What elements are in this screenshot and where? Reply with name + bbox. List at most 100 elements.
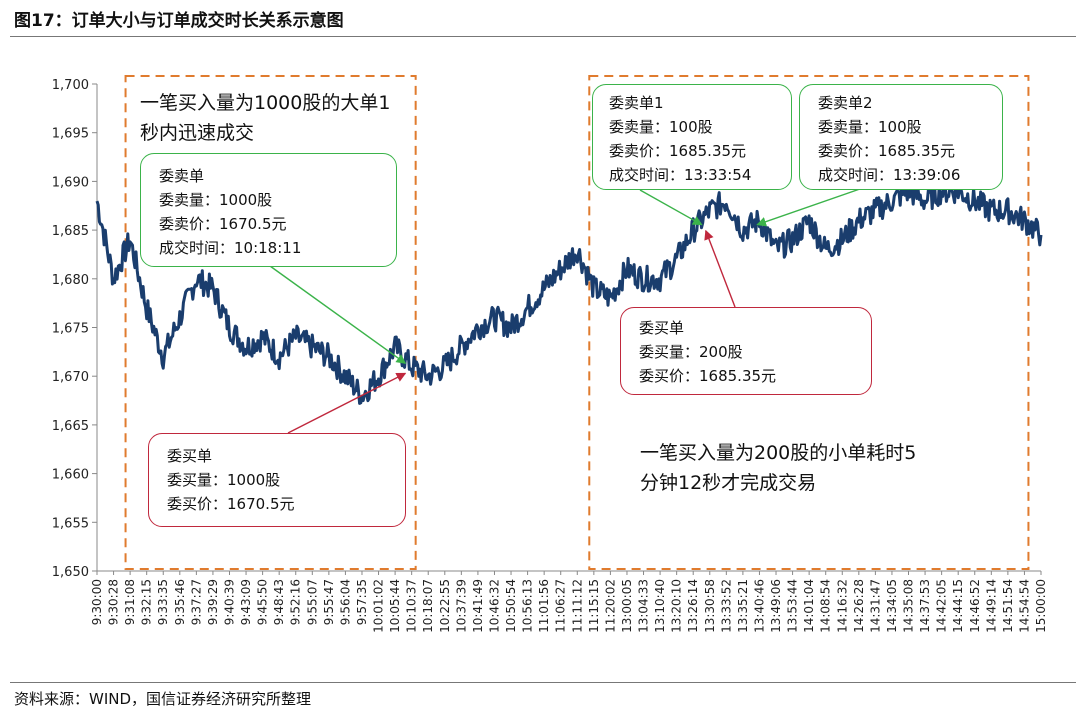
x-tick-label: 14:08:54 <box>819 579 833 633</box>
callout-sell-order-title: 委卖单 <box>159 167 205 185</box>
callout-sell-order-1: 委卖单1 委卖量：100股 委卖价：1685.35元 成交时间：13:33:54 <box>592 84 792 190</box>
callout-sell-order: 委卖单 委卖量：1000股 委卖价：1670.5元 成交时间：10:18:11 <box>140 153 397 267</box>
callout-sell-order-1-price: 委卖价：1685.35元 <box>609 142 747 160</box>
callout-sell-order-1-title: 委卖单1 <box>609 94 664 112</box>
callout-sell-order-price: 委卖价：1670.5元 <box>159 215 287 233</box>
x-tick-label: 9:37:27 <box>189 579 203 625</box>
x-tick-label: 13:30:58 <box>703 579 717 633</box>
arrow-buy-order-small <box>704 229 736 308</box>
callout-sell-order-qty: 委卖量：1000股 <box>159 191 273 209</box>
callout-sell-order-time: 成交时间：10:18:11 <box>159 239 302 257</box>
x-tick-label: 9:57:35 <box>355 579 369 625</box>
x-tick-label: 13:04:33 <box>637 579 651 633</box>
x-tick-label: 10:56:13 <box>521 579 535 633</box>
callout-buy-order-small: 委买单 委买量：200股 委买价：1685.35元 <box>620 307 872 395</box>
note-small-order-line-2: 分钟12秒才完成交易 <box>640 472 817 494</box>
bottom-divider <box>10 682 1076 683</box>
callout-sell-order-1-qty: 委卖量：100股 <box>609 118 713 136</box>
x-tick-label: 14:42:05 <box>935 579 949 633</box>
x-tick-label: 10:10:37 <box>405 579 419 633</box>
y-tick-label: 1,650 <box>52 565 89 580</box>
y-tick-label: 1,675 <box>52 322 89 337</box>
series-layer <box>95 178 1043 405</box>
price-series-line <box>95 178 1043 405</box>
x-tick-label: 10:41:49 <box>471 579 485 633</box>
top-divider <box>10 36 1076 37</box>
x-tick-label: 11:20:02 <box>603 579 617 633</box>
arrow-buy-order <box>287 372 407 434</box>
x-tick-label: 13:40:46 <box>752 579 766 633</box>
callout-sell-order-1-time: 成交时间：13:33:54 <box>609 166 752 184</box>
note-small-order: 一笔买入量为200股的小单耗时5 分钟12秒才完成交易 <box>640 438 916 498</box>
y-tick-label: 1,695 <box>52 127 89 142</box>
x-tick-label: 14:01:04 <box>802 579 816 633</box>
x-tick-label: 9:32:15 <box>140 579 154 625</box>
figure-title: 图17：订单大小与订单成交时长关系示意图 <box>14 11 344 31</box>
callout-buy-order-title: 委买单 <box>167 447 213 465</box>
x-tick-label: 10:01:02 <box>372 579 386 633</box>
note-small-order-line-1: 一笔买入量为200股的小单耗时5 <box>640 442 917 464</box>
x-tick-label: 9:39:29 <box>206 579 220 625</box>
x-tick-label: 14:26:28 <box>852 579 866 633</box>
x-tick-label: 9:55:47 <box>322 579 336 625</box>
y-tick-label: 1,665 <box>52 419 89 434</box>
x-tick-label: 14:35:08 <box>902 579 916 633</box>
x-tick-label: 10:22:55 <box>438 579 452 633</box>
x-tick-label: 11:11:12 <box>570 579 584 633</box>
x-tick-label: 9:31:08 <box>123 579 137 625</box>
callout-sell-order-2-time: 成交时间：13:39:06 <box>818 166 961 184</box>
x-tick-label: 13:20:10 <box>670 579 684 633</box>
axes: 1,650 1,655 1,660 1,665 1,670 1,675 1,680 1,685… <box>52 78 1048 633</box>
x-tick-label: 10:05:44 <box>388 579 402 633</box>
arrow-sell-order-1 <box>639 189 703 226</box>
x-tick-label: 13:53:44 <box>786 579 800 633</box>
x-tick-label: 14:46:52 <box>968 579 982 633</box>
x-tick-label: 9:45:50 <box>256 579 270 625</box>
x-tick-label: 11:01:56 <box>537 579 551 633</box>
x-tick-label: 9:55:07 <box>305 579 319 625</box>
x-tick-label: 9:30:00 <box>90 579 104 625</box>
source-note: 资料来源：WIND，国信证券经济研究所整理 <box>14 690 312 708</box>
x-tick-label: 13:33:52 <box>719 579 733 633</box>
x-tick-label: 14:44:15 <box>951 579 965 633</box>
callout-sell-order-2-qty: 委卖量：100股 <box>818 118 922 136</box>
y-tick-label: 1,690 <box>52 175 89 190</box>
callout-sell-order-2: 委卖单2 委卖量：100股 委卖价：1685.35元 成交时间：13:39:06 <box>799 84 1003 190</box>
x-tick-label: 9:35:46 <box>173 579 187 625</box>
x-tick-label: 13:35:21 <box>736 579 750 633</box>
y-tick-label: 1,655 <box>52 516 89 531</box>
y-tick-label: 1,660 <box>52 468 89 483</box>
x-tick-label: 13:26:14 <box>686 579 700 633</box>
x-tick-label: 9:52:16 <box>289 579 303 625</box>
x-tick-label: 13:00:05 <box>620 579 634 633</box>
x-tick-label: 9:30:28 <box>107 579 121 625</box>
arrow-sell-order <box>269 265 407 364</box>
callout-sell-order-2-price: 委卖价：1685.35元 <box>818 142 956 160</box>
note-big-order-line-1: 一笔买入量为1000股的大单1 <box>140 92 391 114</box>
callout-sell-order-2-title: 委卖单2 <box>818 94 873 112</box>
x-tick-label: 10:18:07 <box>421 579 435 633</box>
x-tick-label: 9:33:35 <box>156 579 170 625</box>
x-tick-label: 13:10:40 <box>653 579 667 633</box>
note-big-order: 一笔买入量为1000股的大单1 秒内迅速成交 <box>140 88 390 148</box>
callout-buy-order-small-price: 委买价：1685.35元 <box>639 367 777 385</box>
x-tick-label: 11:15:15 <box>587 579 601 633</box>
x-tick-label: 13:49:06 <box>769 579 783 633</box>
x-tick-label: 11:06:27 <box>554 579 568 633</box>
y-tick-label: 1,700 <box>52 78 89 93</box>
x-tick-label: 14:49:14 <box>984 579 998 633</box>
y-tick-label: 1,670 <box>52 370 89 385</box>
x-tick-label: 10:50:54 <box>504 579 518 633</box>
callout-buy-order-small-title: 委买单 <box>639 319 685 337</box>
y-tick-label: 1,685 <box>52 224 89 239</box>
x-tick-label: 9:40:39 <box>222 579 236 625</box>
x-tick-label: 14:16:32 <box>835 579 849 633</box>
x-tick-label: 9:43:09 <box>239 579 253 625</box>
x-tick-label: 14:34:05 <box>885 579 899 633</box>
x-tick-label: 10:46:32 <box>487 579 501 633</box>
x-tick-label: 14:31:47 <box>868 579 882 633</box>
callout-buy-order-price: 委买价：1670.5元 <box>167 495 295 513</box>
x-tick-label: 14:51:54 <box>1001 579 1015 633</box>
callout-buy-order-small-qty: 委买量：200股 <box>639 343 743 361</box>
